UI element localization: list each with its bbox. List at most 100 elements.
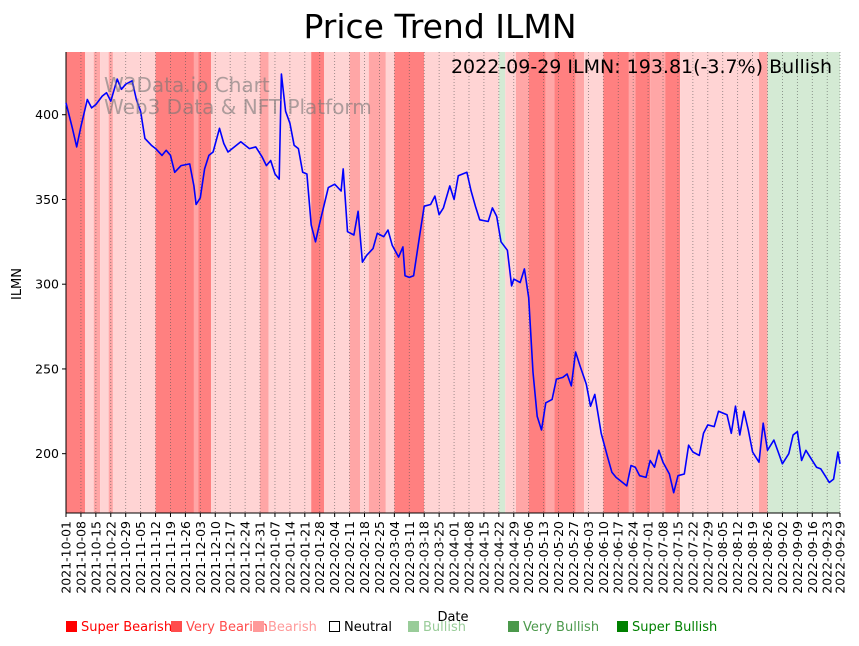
x-tick-label: 2022-09-23 [820, 521, 835, 594]
sentiment-band [545, 52, 555, 513]
x-tick-label: 2022-01-07 [267, 521, 282, 594]
sentiment-band [360, 52, 369, 513]
sentiment-band [424, 52, 499, 513]
sentiment-band [112, 52, 156, 513]
sentiment-band [85, 52, 94, 513]
x-tick-label: 2022-05-06 [521, 521, 536, 594]
sentiment-band [193, 52, 199, 513]
sentiment-band [767, 52, 840, 513]
sentiment-legend: Super Bearish Very Bearish Bearish Neutral B… [0, 620, 859, 640]
x-tick-label: 2022-02-04 [327, 521, 342, 594]
x-axis-label: Date [437, 610, 468, 625]
x-tick-label: 2022-04-22 [491, 521, 506, 594]
sentiment-bands [66, 52, 840, 513]
sentiment-band [349, 52, 361, 513]
x-tick-label: 2022-07-22 [685, 521, 700, 594]
sentiment-band [758, 52, 768, 513]
legend-label: Super Bullish [632, 620, 718, 635]
x-tick-label: 2021-12-17 [223, 521, 238, 594]
y-tick-label: 350 [35, 192, 59, 207]
sentiment-band [554, 52, 576, 513]
legend-item: Super Bullish [617, 620, 717, 636]
x-tick-label: 2021-10-15 [88, 521, 103, 594]
x-axis-ticks: 2021-10-01 2021-10-08 2021-10-15 2021-10-22… [59, 513, 848, 594]
y-tick-label: 400 [35, 107, 59, 122]
legend-swatch [617, 621, 628, 632]
x-tick-label: 2022-09-02 [775, 521, 790, 594]
sentiment-band [155, 52, 194, 513]
x-tick-label: 2022-05-13 [536, 521, 551, 594]
x-tick-label: 2022-06-24 [626, 521, 641, 594]
sentiment-band [324, 52, 350, 513]
legend-swatch [408, 621, 419, 632]
x-tick-label: 2021-12-10 [208, 521, 223, 594]
sentiment-band [368, 52, 386, 513]
x-tick-label: 2022-03-04 [387, 521, 402, 594]
x-tick-label: 2021-11-26 [178, 521, 193, 594]
x-tick-label: 2021-11-05 [133, 521, 148, 594]
x-tick-label: 2021-10-08 [73, 521, 88, 594]
y-axis-ticks: 200 250 300 350 400 [35, 107, 66, 461]
watermark-line-2: Web3 Data & NFT Platform [104, 95, 372, 119]
price-series [65, 73, 841, 494]
sentiment-band [66, 52, 86, 513]
x-tick-label: 2021-12-03 [193, 521, 208, 594]
sentiment-band [584, 52, 604, 513]
sentiment-band [603, 52, 629, 513]
legend-swatch [508, 621, 519, 632]
x-tick-label: 2022-02-11 [342, 521, 357, 594]
x-tick-label: 2022-08-19 [745, 521, 760, 594]
legend-item: Very Bullish [508, 620, 599, 636]
x-tick-label: 2022-03-11 [402, 521, 417, 594]
x-tick-label: 2022-06-17 [611, 521, 626, 594]
x-tick-label: 2021-10-01 [59, 521, 74, 594]
x-tick-label: 2022-01-28 [312, 521, 327, 594]
legend-label: Super Bearish [81, 620, 173, 635]
x-tick-label: 2022-04-01 [447, 521, 462, 594]
x-tick-label: 2021-12-31 [253, 521, 268, 594]
watermark-line-1: W3Data.io Chart [104, 73, 270, 97]
x-tick-label: 2021-10-29 [118, 521, 133, 594]
x-tick-label: 2022-08-05 [715, 521, 730, 594]
x-tick-label: 2022-07-01 [641, 521, 656, 594]
x-tick-label: 2022-04-08 [461, 521, 476, 594]
legend-swatch [253, 621, 264, 632]
x-tick-label: 2022-01-21 [297, 521, 312, 594]
legend-item: Bullish [408, 620, 466, 636]
x-tick-label: 2022-08-12 [730, 521, 745, 594]
axes-spines [65, 52, 840, 514]
y-axis-label: ILMN [10, 268, 25, 300]
x-tick-label: 2022-09-09 [790, 521, 805, 594]
sentiment-band [628, 52, 636, 513]
x-tick-label: 2022-01-14 [282, 521, 297, 594]
sentiment-band [100, 52, 109, 513]
sentiment-band [108, 52, 113, 513]
x-tick-label: 2022-07-15 [670, 521, 685, 594]
sentiment-band [198, 52, 211, 513]
sentiment-band [650, 52, 666, 513]
x-tick-label: 2021-12-24 [238, 521, 253, 594]
x-tick-label: 2021-10-22 [103, 521, 118, 594]
x-tick-label: 2022-05-27 [566, 521, 581, 594]
x-tick-label: 2022-03-25 [432, 521, 447, 594]
x-tick-label: 2021-11-19 [163, 521, 178, 594]
x-tick-label: 2022-04-29 [506, 521, 521, 594]
legend-item: Neutral [329, 620, 392, 636]
sentiment-band [93, 52, 101, 513]
y-tick-label: 250 [35, 361, 59, 376]
sentiment-band [385, 52, 395, 513]
legend-label: Very Bearish [186, 620, 268, 635]
chart-title: Price Trend ILMN [303, 7, 576, 46]
x-tick-label: 2022-05-20 [551, 521, 566, 594]
x-tick-label: 2022-02-25 [372, 521, 387, 594]
sentiment-band [635, 52, 651, 513]
x-tick-label: 2022-02-18 [357, 521, 372, 594]
x-tick-label: 2022-07-08 [656, 521, 671, 594]
price-annotation: 2022-09-29 ILMN: 193.81(-3.7%) Bullish [451, 56, 832, 78]
sentiment-band [311, 52, 324, 513]
sentiment-band [680, 52, 759, 513]
legend-label: Bullish [423, 620, 467, 635]
sentiment-band [665, 52, 681, 513]
x-tick-label: 2021-11-12 [148, 521, 163, 594]
x-tick-label: 2022-06-10 [596, 521, 611, 594]
